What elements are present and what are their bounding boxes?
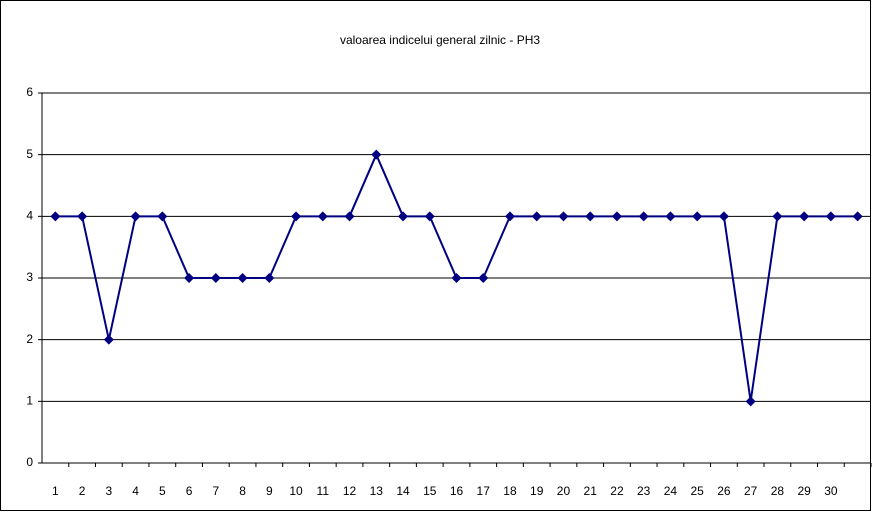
x-tick-label: 15 xyxy=(423,484,437,498)
y-tick-label: 3 xyxy=(26,270,33,284)
x-tick-label: 25 xyxy=(690,484,704,498)
x-tick-label: 16 xyxy=(450,484,464,498)
data-point xyxy=(585,211,596,222)
data-point xyxy=(371,149,382,160)
x-tick-label: 30 xyxy=(824,484,838,498)
data-point xyxy=(531,211,542,222)
data-point xyxy=(745,396,756,407)
data-point xyxy=(638,211,649,222)
data-point xyxy=(344,211,355,222)
x-tick-label: 8 xyxy=(239,484,246,498)
x-tick-label: 4 xyxy=(132,484,139,498)
x-tick-label: 14 xyxy=(396,484,410,498)
data-point xyxy=(291,211,302,222)
data-point xyxy=(772,211,783,222)
data-point xyxy=(184,273,195,283)
x-tick-label: 21 xyxy=(584,484,598,498)
data-point xyxy=(451,273,462,283)
data-point xyxy=(317,211,328,222)
x-tick-label: 17 xyxy=(477,484,491,498)
data-point xyxy=(50,211,61,222)
x-tick-label: 11 xyxy=(317,484,330,498)
x-tick-label: 1 xyxy=(52,484,59,498)
data-point xyxy=(478,273,489,283)
x-tick-label: 2 xyxy=(79,484,86,498)
data-point xyxy=(558,211,569,222)
data-point xyxy=(825,211,836,222)
data-point xyxy=(852,211,863,222)
data-point xyxy=(77,211,88,222)
y-tick-label: 1 xyxy=(26,394,33,408)
data-point xyxy=(398,211,409,222)
data-point xyxy=(692,211,703,222)
x-tick-label: 24 xyxy=(664,484,678,498)
data-point xyxy=(157,211,168,222)
data-point xyxy=(665,211,676,222)
x-tick-label: 27 xyxy=(744,484,758,498)
x-tick-label: 7 xyxy=(212,484,219,498)
x-tick-label: 5 xyxy=(159,484,166,498)
x-tick-label: 12 xyxy=(343,484,357,498)
x-tick-label: 13 xyxy=(370,484,384,498)
x-tick-label: 22 xyxy=(610,484,624,498)
x-tick-label: 28 xyxy=(771,484,785,498)
y-tick-label: 6 xyxy=(26,85,33,99)
data-point xyxy=(424,211,435,222)
x-tick-label: 18 xyxy=(503,484,517,498)
data-point xyxy=(799,211,810,222)
data-point xyxy=(210,273,221,283)
y-tick-label: 4 xyxy=(26,209,33,223)
data-point xyxy=(103,334,114,345)
x-tick-label: 26 xyxy=(717,484,731,498)
x-tick-label: 10 xyxy=(289,484,303,498)
data-point xyxy=(237,273,248,283)
chart-title: valoarea indicelui general zilnic - PH3 xyxy=(340,33,540,47)
data-point xyxy=(264,273,275,283)
x-tick-label: 29 xyxy=(797,484,811,498)
data-point xyxy=(718,211,729,222)
data-point xyxy=(611,211,622,222)
x-tick-label: 20 xyxy=(557,484,571,498)
x-tick-label: 23 xyxy=(637,484,651,498)
data-point xyxy=(504,211,515,222)
y-tick-label: 0 xyxy=(26,455,33,469)
x-tick-label: 6 xyxy=(186,484,193,498)
x-tick-label: 9 xyxy=(266,484,273,498)
y-tick-label: 5 xyxy=(26,147,33,161)
x-tick-label: 3 xyxy=(106,484,113,498)
x-tick-label: 19 xyxy=(530,484,544,498)
data-point xyxy=(130,211,141,222)
y-tick-label: 2 xyxy=(26,332,33,346)
